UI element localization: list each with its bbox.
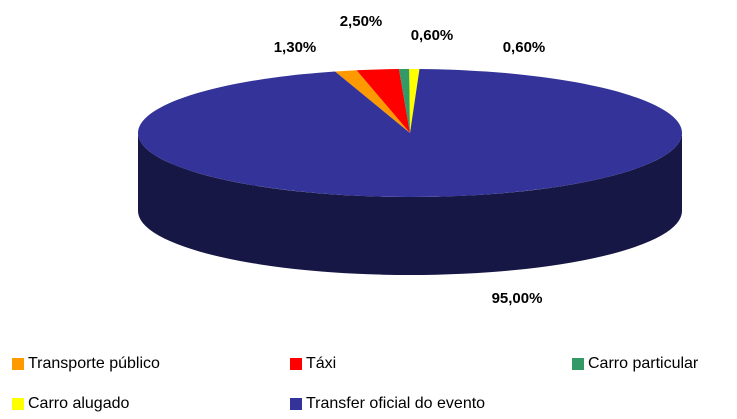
legend-swatch <box>12 398 24 410</box>
pie-slice <box>356 69 410 133</box>
data-label: 0,60% <box>411 27 454 44</box>
legend-swatch <box>572 358 584 370</box>
legend-label: Transporte público <box>28 355 160 372</box>
legend-label: Carro particular <box>588 355 699 372</box>
data-label: 95,00% <box>492 290 543 307</box>
pie-slice <box>137 69 682 197</box>
data-label: 1,30% <box>274 39 317 56</box>
data-label: 0,60% <box>503 39 546 56</box>
pie-slice <box>335 70 410 133</box>
legend-label: Transfer oficial do evento <box>306 395 485 412</box>
legend-label: Carro alugado <box>28 395 130 412</box>
pie-slice <box>409 69 420 133</box>
legend-swatch <box>290 358 302 370</box>
legend-swatch <box>290 398 302 410</box>
legend-label: Táxi <box>306 355 336 372</box>
legend-swatch <box>12 358 24 370</box>
pie-side <box>138 133 682 275</box>
data-label: 2,50% <box>340 13 383 30</box>
pie-slice <box>398 69 410 133</box>
